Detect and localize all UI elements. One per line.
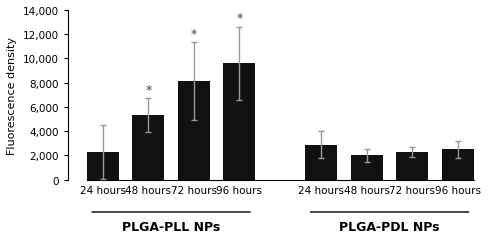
Text: *: *	[146, 84, 152, 97]
Text: PLGA-PDL NPs: PLGA-PDL NPs	[340, 220, 440, 234]
Bar	[351, 156, 382, 180]
Text: PLGA-PLL NPs: PLGA-PLL NPs	[122, 220, 220, 234]
Bar	[442, 150, 474, 180]
Text: *: *	[191, 28, 197, 40]
Bar	[132, 116, 164, 180]
Bar	[178, 82, 210, 180]
Bar	[306, 145, 337, 180]
Text: *: *	[236, 12, 242, 26]
Bar	[87, 152, 119, 180]
Y-axis label: Fluorescence density: Fluorescence density	[7, 37, 17, 154]
Bar	[396, 152, 428, 180]
Bar	[224, 64, 256, 180]
